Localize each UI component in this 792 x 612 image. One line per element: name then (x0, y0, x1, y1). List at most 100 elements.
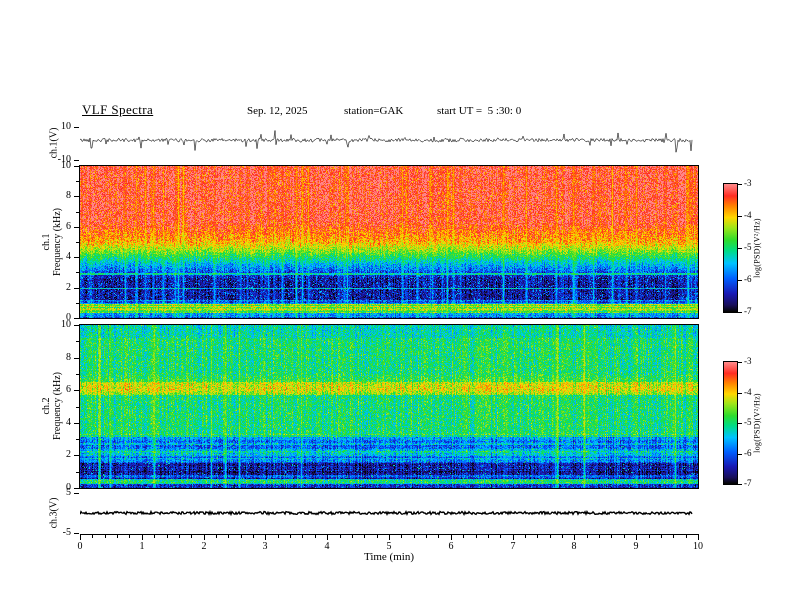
y-tick-label: 2 (66, 449, 71, 460)
ch1-spectrogram-canvas (79, 165, 699, 319)
x-minor-tick (562, 535, 563, 538)
y-tick-label: 8 (66, 190, 71, 201)
y-tick-label: 10 (61, 160, 71, 171)
x-tick-label: 9 (633, 541, 639, 552)
x-minor-tick (673, 535, 674, 538)
y-tick-label: 10 (61, 319, 71, 330)
colorbar-tick (738, 423, 742, 424)
y-tick (74, 423, 79, 424)
ch2-frequency-axis-label-line1: ch.2 (41, 397, 52, 415)
x-tick (513, 535, 514, 540)
x-minor-tick (537, 535, 538, 538)
y-tick (74, 288, 79, 289)
y-tick (74, 488, 79, 489)
y-tick-label: 2 (66, 282, 71, 293)
x-tick-label: 8 (571, 541, 577, 552)
y-minor-tick (76, 212, 79, 213)
x-minor-tick (129, 535, 130, 538)
x-minor-tick (352, 535, 353, 538)
x-tick (389, 535, 390, 540)
y-tick (74, 533, 79, 534)
ch3-waveform-canvas (80, 493, 698, 533)
x-minor-tick (599, 535, 600, 538)
colorbar-tick-label: -5 (744, 417, 752, 427)
ch2-spectrogram-canvas (79, 324, 699, 489)
y-tick (74, 455, 79, 456)
x-tick (204, 535, 205, 540)
header-station: station=GAK (344, 105, 404, 117)
x-tick-label: 10 (693, 541, 703, 552)
y-tick-label: 6 (66, 221, 71, 232)
colorbar-tick (738, 362, 742, 363)
y-tick (74, 493, 79, 494)
x-minor-tick (686, 535, 687, 538)
ch2-frequency-axis-label-line2: Frequency (kHz) (52, 371, 63, 441)
time-axis-label: Time (min) (363, 551, 414, 563)
colorbar-tick (738, 280, 742, 281)
y-tick (74, 390, 79, 391)
colorbar-tick-label: -5 (744, 242, 752, 252)
x-minor-tick (611, 535, 612, 538)
colorbar-tick-label: -4 (744, 387, 752, 397)
y-minor-tick (76, 439, 79, 440)
header-start-ut: start UT = 5 :30: 0 (437, 105, 522, 117)
y-tick-label: 4 (66, 251, 71, 262)
x-tick (451, 535, 452, 540)
x-minor-tick (241, 535, 242, 538)
y-tick (74, 257, 79, 258)
figure-title: VLF Spectra (82, 102, 154, 117)
y-tick-label: 0 (66, 312, 71, 323)
y-minor-tick (76, 272, 79, 273)
colorbar-tick-label: -7 (744, 306, 752, 316)
ch1-frequency-axis-label: ch.1 Frequency (kHz) (41, 208, 63, 276)
x-minor-tick (377, 535, 378, 538)
y-tick-label: 5 (66, 487, 71, 498)
colorbar-tick (738, 216, 742, 217)
y-tick (74, 318, 79, 319)
x-minor-tick (302, 535, 303, 538)
x-tick-label: 6 (448, 541, 454, 552)
x-minor-tick (278, 535, 279, 538)
x-tick-label: 2 (201, 541, 207, 552)
colorbar-tick (738, 484, 742, 485)
colorbar-tick-label: -3 (744, 178, 752, 188)
x-tick-label: 1 (139, 541, 145, 552)
y-tick (74, 160, 79, 161)
y-minor-tick (76, 472, 79, 473)
ch2-frequency-axis-label: ch.2 Frequency (kHz) (41, 372, 63, 440)
x-minor-tick (414, 535, 415, 538)
x-tick-label: 7 (510, 541, 516, 552)
colorbar-tick (738, 184, 742, 185)
y-tick (74, 227, 79, 228)
x-minor-tick (216, 535, 217, 538)
y-tick-label: 0 (66, 482, 71, 493)
colorbar-tick-label: -6 (744, 448, 752, 458)
y-minor-tick (76, 341, 79, 342)
x-minor-tick (488, 535, 489, 538)
y-tick (74, 127, 79, 128)
colorbar-tick-label: -7 (744, 478, 752, 488)
ch1-waveform-canvas (80, 127, 698, 160)
x-tick (80, 535, 81, 540)
y-minor-tick (76, 242, 79, 243)
y-tick-label: -10 (57, 154, 71, 165)
x-tick (327, 535, 328, 540)
x-tick-label: 4 (324, 541, 330, 552)
x-tick (142, 535, 143, 540)
ch1-frequency-axis-label-line2: Frequency (kHz) (52, 207, 63, 277)
x-minor-tick (426, 535, 427, 538)
x-minor-tick (624, 535, 625, 538)
y-minor-tick (76, 181, 79, 182)
x-minor-tick (500, 535, 501, 538)
x-minor-tick (364, 535, 365, 538)
ch3-voltage-axis-label: ch.3(V) (49, 498, 60, 529)
ch3-voltage-axis-label-text: ch.3(V) (48, 497, 60, 529)
y-tick-label: 10 (61, 121, 71, 132)
x-minor-tick (117, 535, 118, 538)
header-date: Sep. 12, 2025 (247, 105, 308, 117)
x-tick (265, 535, 266, 540)
x-minor-tick (550, 535, 551, 538)
y-tick (74, 325, 79, 326)
ch2-colorbar-label-text: log(PSD)(V²/Hz) (752, 393, 762, 453)
